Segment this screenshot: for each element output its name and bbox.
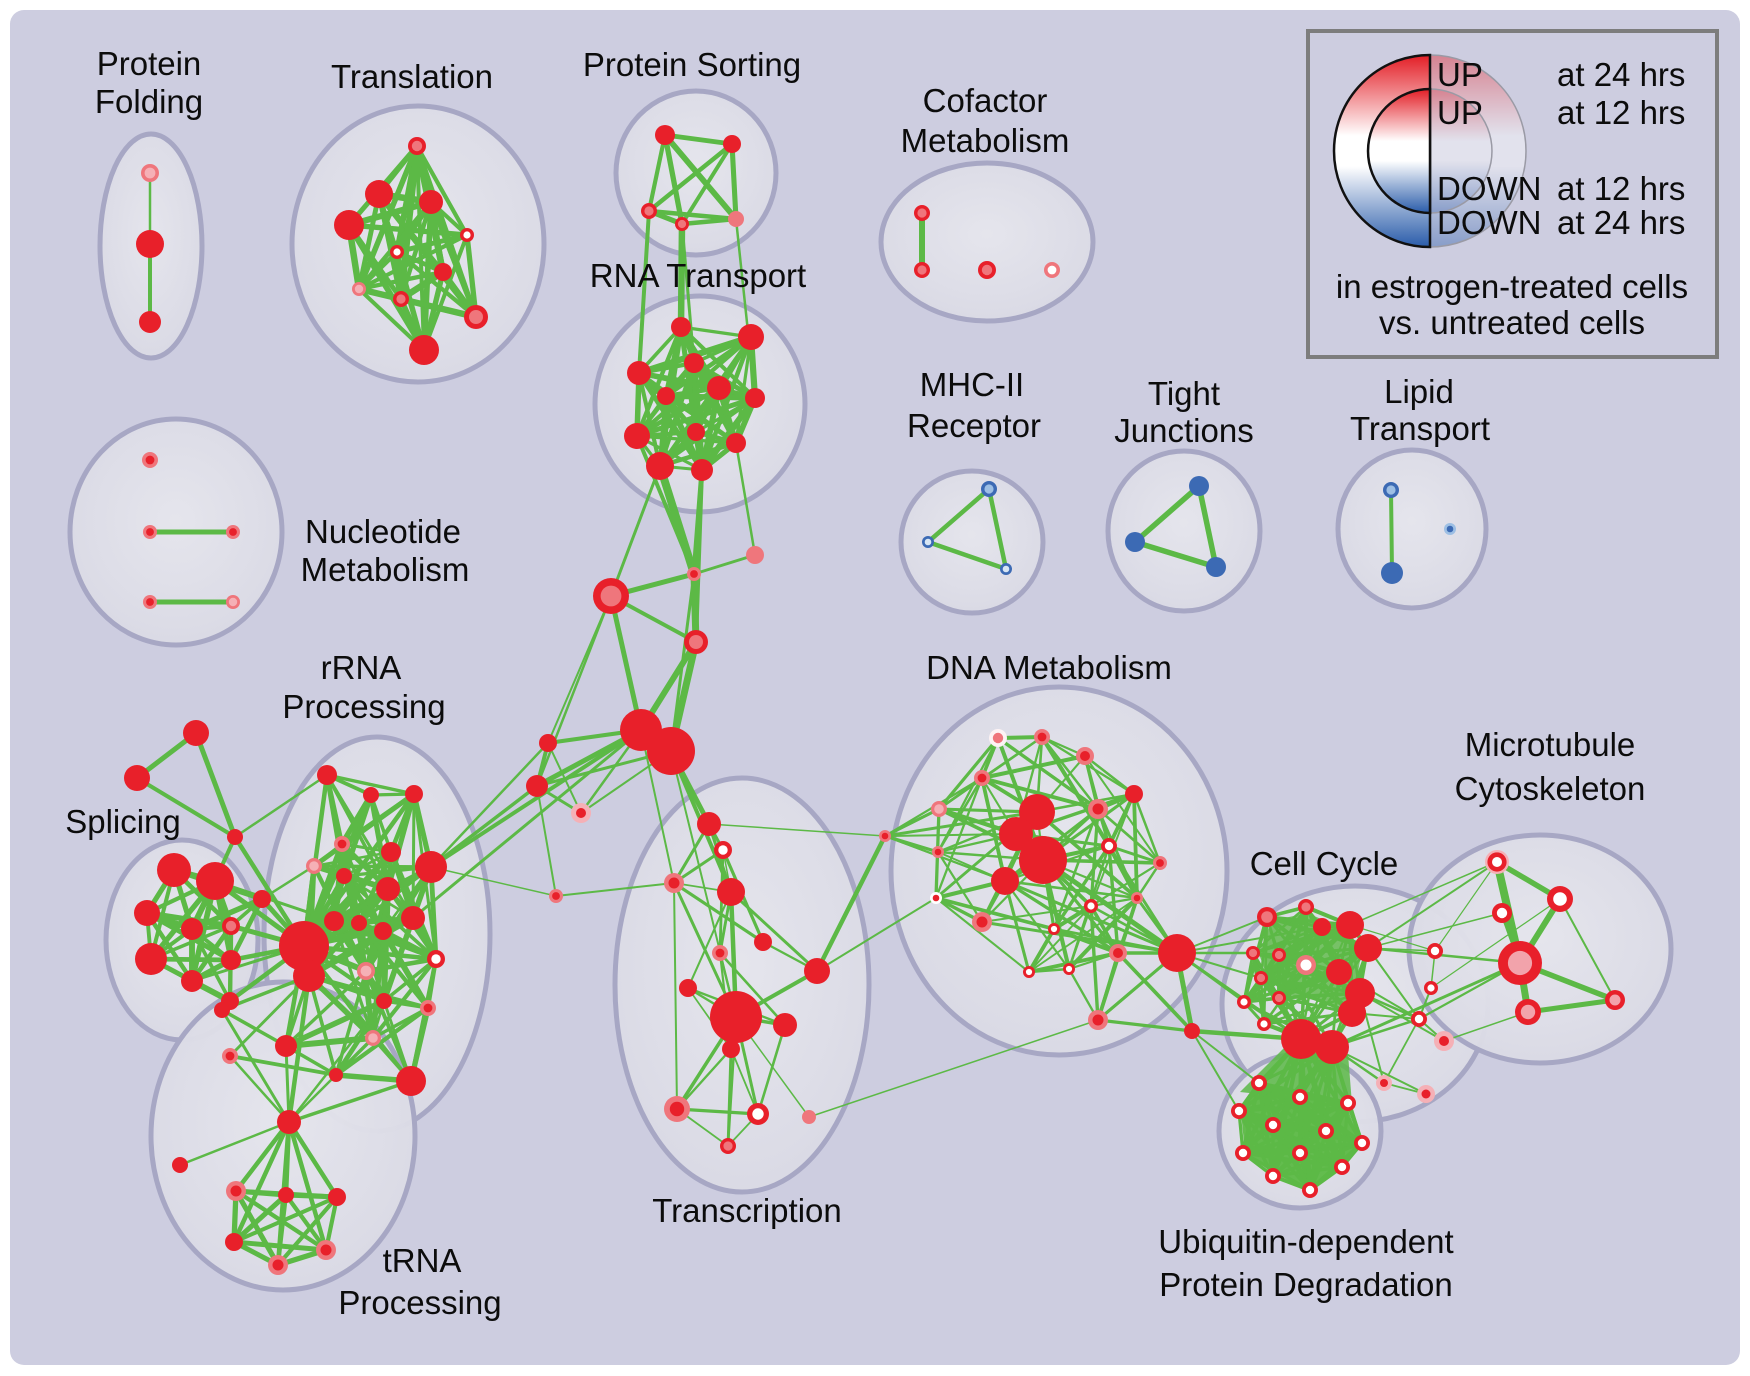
svg-text:MHC-II: MHC-II [920,366,1024,403]
svg-text:Protein: Protein [97,45,202,82]
svg-text:at 24 hrs: at 24 hrs [1557,204,1685,241]
svg-text:Splicing: Splicing [65,803,181,840]
svg-text:DOWN: DOWN [1437,170,1541,207]
svg-text:vs. untreated cells: vs. untreated cells [1379,304,1645,341]
svg-text:in estrogen-treated cells: in estrogen-treated cells [1336,268,1688,305]
svg-text:Processing: Processing [338,1284,501,1321]
svg-text:Metabolism: Metabolism [901,122,1070,159]
svg-text:Tight: Tight [1148,375,1220,412]
svg-text:at 24 hrs: at 24 hrs [1557,56,1685,93]
svg-text:Translation: Translation [331,58,493,95]
svg-text:Metabolism: Metabolism [301,551,470,588]
svg-text:at 12 hrs: at 12 hrs [1557,94,1685,131]
svg-text:Transcription: Transcription [652,1192,842,1229]
svg-text:UP: UP [1437,56,1483,93]
svg-text:Nucleotide: Nucleotide [305,513,461,550]
svg-text:at 12 hrs: at 12 hrs [1557,170,1685,207]
svg-text:Receptor: Receptor [907,407,1041,444]
svg-text:Protein Sorting: Protein Sorting [583,46,801,83]
svg-text:tRNA: tRNA [383,1242,462,1279]
svg-text:Cofactor: Cofactor [923,82,1048,119]
svg-text:Cell Cycle: Cell Cycle [1250,845,1399,882]
svg-text:Ubiquitin-dependent: Ubiquitin-dependent [1158,1223,1453,1260]
svg-text:Folding: Folding [95,83,203,120]
svg-text:rRNA: rRNA [321,649,402,686]
svg-text:Protein Degradation: Protein Degradation [1159,1266,1453,1303]
svg-text:DOWN: DOWN [1437,204,1541,241]
svg-text:Transport: Transport [1350,410,1490,447]
svg-text:DNA Metabolism: DNA Metabolism [926,649,1172,686]
svg-text:UP: UP [1437,94,1483,131]
svg-text:Lipid: Lipid [1384,373,1454,410]
svg-text:Microtubule: Microtubule [1465,726,1636,763]
svg-text:RNA Transport: RNA Transport [590,257,806,294]
svg-text:Cytoskeleton: Cytoskeleton [1455,770,1646,807]
svg-text:Processing: Processing [282,688,445,725]
svg-text:Junctions: Junctions [1114,412,1253,449]
